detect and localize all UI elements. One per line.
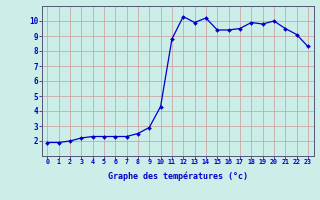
X-axis label: Graphe des températures (°c): Graphe des températures (°c) [108,171,248,181]
